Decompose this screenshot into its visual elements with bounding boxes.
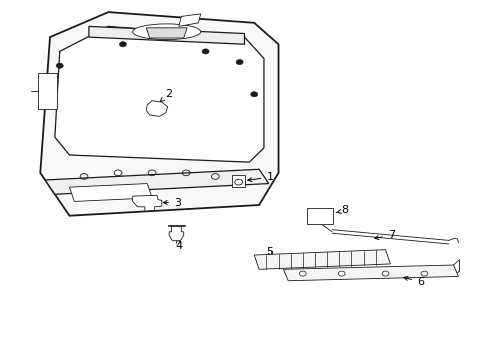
Text: 8: 8 — [336, 205, 348, 215]
Polygon shape — [45, 169, 268, 194]
Polygon shape — [146, 101, 167, 116]
Circle shape — [236, 59, 243, 65]
FancyBboxPatch shape — [306, 208, 332, 224]
Ellipse shape — [132, 24, 201, 40]
Text: 6: 6 — [403, 276, 423, 287]
Circle shape — [250, 92, 257, 97]
Text: 7: 7 — [374, 230, 394, 240]
Polygon shape — [69, 184, 152, 202]
FancyBboxPatch shape — [231, 175, 245, 187]
Polygon shape — [89, 26, 244, 44]
Polygon shape — [169, 226, 183, 241]
Text: 5: 5 — [266, 247, 273, 257]
Circle shape — [202, 49, 209, 54]
Text: 3: 3 — [163, 198, 181, 207]
Circle shape — [119, 42, 126, 47]
Polygon shape — [146, 28, 187, 38]
FancyBboxPatch shape — [38, 73, 57, 109]
Text: 4: 4 — [175, 238, 182, 251]
Polygon shape — [283, 265, 458, 281]
Polygon shape — [55, 26, 264, 162]
Polygon shape — [132, 195, 162, 211]
Polygon shape — [40, 12, 278, 216]
Polygon shape — [254, 249, 389, 269]
Circle shape — [56, 63, 63, 68]
Polygon shape — [179, 14, 201, 26]
Text: 2: 2 — [160, 89, 172, 102]
Text: 1: 1 — [247, 172, 273, 182]
